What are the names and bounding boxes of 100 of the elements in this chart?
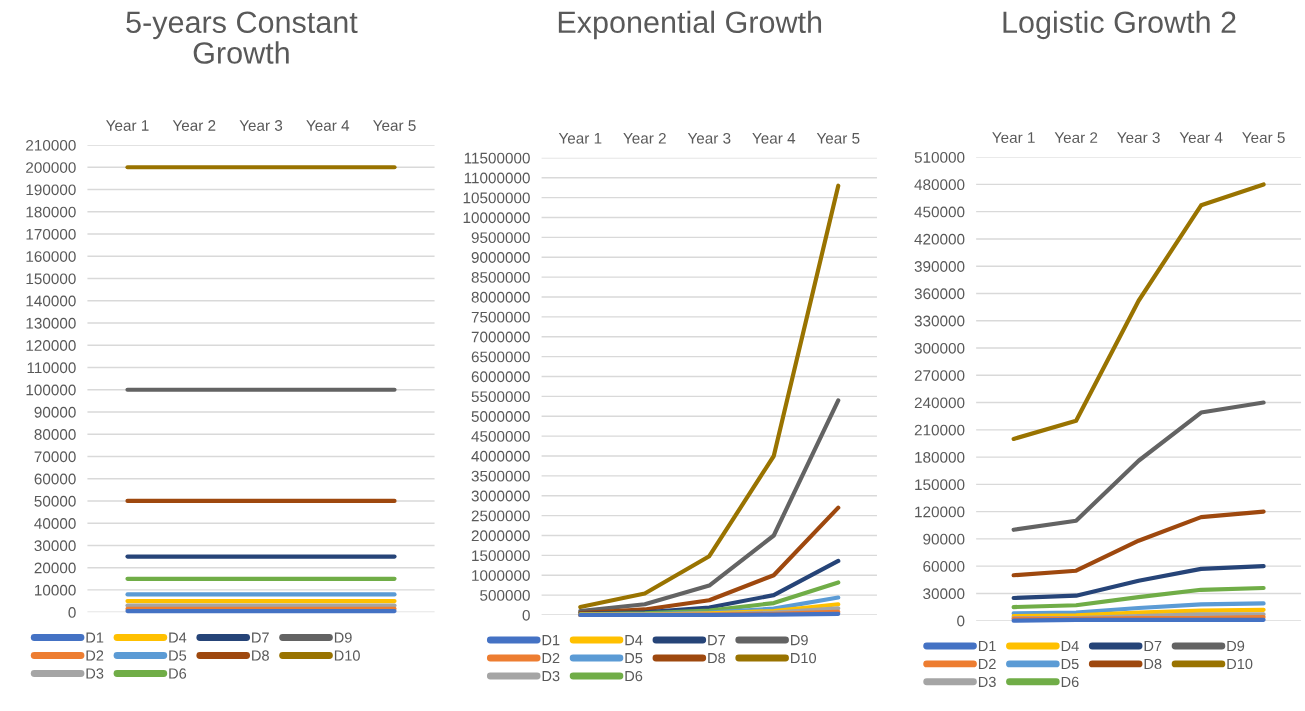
legend-label: D5 <box>169 650 187 661</box>
chart-title: Logistic Growth 2 <box>1003 10 1236 40</box>
y-tick-label: 450000 <box>914 206 965 218</box>
y-tick-label: 120000 <box>915 506 965 518</box>
x-tick-label: Year 3 <box>1117 132 1160 143</box>
y-tick-label: 5000000 <box>471 411 530 422</box>
y-tick-label: 150000 <box>915 479 965 491</box>
legend-label: D10 <box>791 652 817 664</box>
y-tick-label: 500000 <box>480 590 530 601</box>
legend-label: D7 <box>1144 640 1162 652</box>
y-tick-label: 190000 <box>26 184 76 196</box>
y-tick-label: 7000000 <box>471 331 530 343</box>
y-tick-label: 300000 <box>914 342 965 354</box>
y-tick-label: 390000 <box>914 261 965 272</box>
x-tick-label: Year 5 <box>816 133 860 144</box>
legend-label: D6 <box>169 668 187 679</box>
y-tick-label: 4500000 <box>471 430 530 442</box>
y-tick-label: 11500000 <box>464 152 530 164</box>
legend-label: D2 <box>86 650 104 661</box>
y-tick-label: 8000000 <box>471 291 530 303</box>
y-tick-label: 40000 <box>34 518 76 529</box>
y-tick-label: 90000 <box>34 406 76 418</box>
y-tick-label: 510000 <box>914 152 965 163</box>
x-tick-label: Year 5 <box>373 120 416 131</box>
y-tick-label: 6000000 <box>471 371 530 383</box>
y-tick-label: 1000000 <box>472 570 530 581</box>
x-tick-label: Year 4 <box>1179 132 1223 143</box>
legend-label: D3 <box>542 670 560 682</box>
legend-label: D1 <box>86 632 104 643</box>
legend-label: D9 <box>791 634 808 646</box>
legend-label: D5 <box>1061 658 1079 670</box>
x-tick-label: Year 2 <box>623 132 666 144</box>
y-tick-label: 10500000 <box>463 192 530 204</box>
y-tick-label: 150000 <box>26 273 76 285</box>
legend-label: D9 <box>334 632 352 643</box>
legend-label: D8 <box>1144 658 1162 670</box>
y-tick-label: 9000000 <box>471 252 530 263</box>
y-tick-label: 2500000 <box>471 510 530 522</box>
legend-label: D4 <box>625 635 643 646</box>
legend-label: D5 <box>625 653 643 664</box>
y-tick-label: 6500000 <box>471 351 530 363</box>
y-tick-label: 30000 <box>34 540 76 552</box>
y-tick-label: 7500000 <box>471 311 530 323</box>
x-tick-label: Year 3 <box>687 132 731 144</box>
y-tick-label: 240000 <box>914 397 965 409</box>
y-tick-label: 50000 <box>34 495 76 507</box>
y-tick-label: 360000 <box>914 288 965 300</box>
y-tick-label: 210000 <box>914 424 965 436</box>
y-tick-label: 80000 <box>34 429 76 440</box>
x-tick-label: Year 3 <box>239 120 283 131</box>
legend-label: D1 <box>978 640 996 652</box>
y-tick-label: 60000 <box>923 561 965 572</box>
y-tick-label: 10000 <box>35 584 76 596</box>
y-tick-label: 200000 <box>26 162 76 173</box>
y-tick-label: 9500000 <box>471 232 530 244</box>
legend-label: D7 <box>708 635 725 646</box>
y-tick-label: 170000 <box>26 228 76 240</box>
x-tick-label: Year 4 <box>752 133 796 144</box>
y-tick-label: 180000 <box>915 451 965 463</box>
legend-label: D3 <box>978 676 996 688</box>
y-tick-label: 5500000 <box>471 391 530 403</box>
y-tick-label: 11000000 <box>464 172 530 184</box>
x-tick-label: Year 5 <box>1242 132 1285 143</box>
legend-label: D6 <box>625 670 643 682</box>
legend-label: D1 <box>542 635 560 646</box>
x-tick-label: Year 1 <box>992 132 1035 143</box>
y-tick-label: 3500000 <box>471 470 530 482</box>
y-tick-label: 30000 <box>923 588 965 600</box>
y-tick-label: 70000 <box>34 451 76 463</box>
y-tick-label: 210000 <box>26 139 76 151</box>
y-tick-label: 330000 <box>914 315 965 327</box>
y-tick-label: 0 <box>522 609 530 621</box>
y-tick-label: 130000 <box>26 317 76 329</box>
y-tick-label: 0 <box>68 607 76 618</box>
x-tick-label: Year 1 <box>106 120 149 131</box>
y-tick-label: 90000 <box>923 533 965 545</box>
chart-title: 5-years Constant Growth <box>126 11 358 64</box>
legend-label: D10 <box>1227 658 1253 670</box>
y-tick-label: 160000 <box>26 251 76 262</box>
legend-label: D2 <box>542 652 560 664</box>
y-tick-label: 140000 <box>26 295 76 307</box>
y-tick-label: 480000 <box>914 179 965 191</box>
legend-label: D6 <box>1061 676 1079 688</box>
legend-label: D10 <box>334 650 360 661</box>
legend-label: D7 <box>252 632 269 643</box>
y-tick-label: 270000 <box>914 370 965 381</box>
x-tick-label: Year 2 <box>1054 132 1098 143</box>
x-tick-label: Year 4 <box>306 120 350 131</box>
y-tick-label: 110000 <box>27 362 76 374</box>
legend-label: D8 <box>708 652 726 664</box>
x-tick-label: Year 1 <box>558 133 602 144</box>
legend-label: D9 <box>1227 640 1245 652</box>
y-tick-label: 4000000 <box>471 450 530 462</box>
y-tick-label: 20000 <box>34 562 76 574</box>
legend-label: D3 <box>86 668 104 679</box>
y-tick-label: 10000000 <box>463 212 530 224</box>
y-tick-label: 420000 <box>914 233 965 245</box>
y-tick-label: 2000000 <box>471 530 530 542</box>
legend-label: D8 <box>252 650 269 661</box>
y-tick-label: 100000 <box>26 384 76 396</box>
